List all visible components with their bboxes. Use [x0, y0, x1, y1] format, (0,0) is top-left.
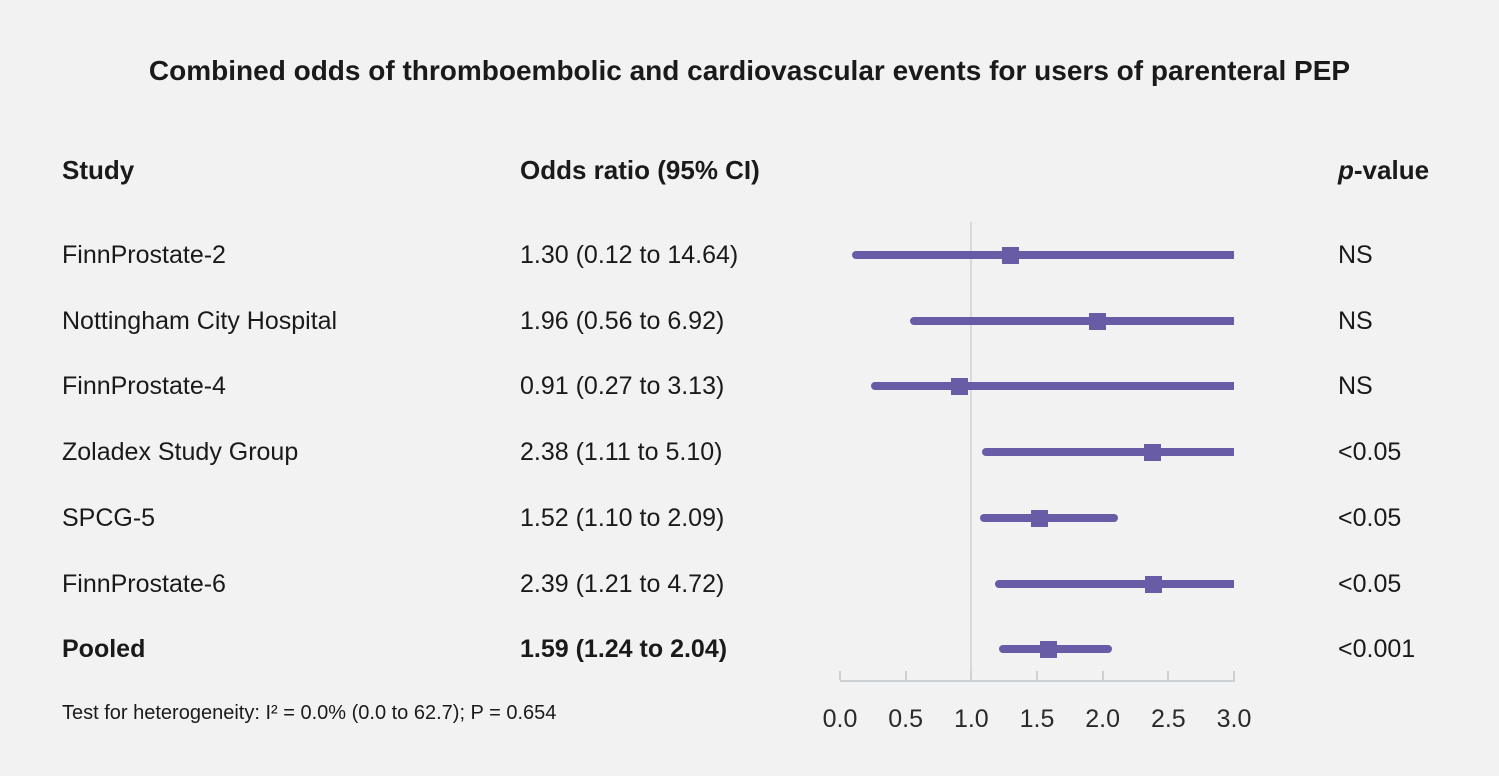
reference-line-or-1	[970, 222, 973, 682]
chart-title: Combined odds of thromboembolic and card…	[148, 55, 1351, 86]
x-axis-tick-label: 0.5	[888, 705, 924, 733]
study-label: Pooled	[62, 635, 146, 663]
column-header-odds-ratio: Odds ratio (95% CI)	[520, 155, 760, 185]
x-axis-tick-label: 2.0	[1085, 705, 1121, 733]
x-axis-line	[840, 680, 1235, 682]
p-value-text: <0.001	[1338, 635, 1416, 663]
x-axis-tick	[1233, 671, 1235, 680]
x-axis-tick-label: 0.0	[822, 705, 858, 733]
study-label: FinnProstate-4	[62, 372, 226, 400]
x-axis-tick	[970, 671, 973, 680]
x-axis-tick-label: 3.0	[1216, 705, 1252, 733]
confidence-interval-bar	[982, 448, 1234, 456]
study-label: Zoladex Study Group	[62, 438, 299, 466]
x-axis-tick	[1101, 671, 1104, 680]
x-axis-tick-label: 2.5	[1150, 705, 1186, 733]
odds-ratio-marker	[951, 378, 968, 395]
p-value-text: <0.05	[1338, 438, 1402, 466]
confidence-interval-bar	[995, 580, 1234, 588]
column-header-study: Study	[62, 155, 135, 185]
odds-ratio-text: 1.52 (1.10 to 2.09)	[520, 504, 725, 532]
x-axis-tick	[1036, 671, 1038, 680]
odds-ratio-text: 2.38 (1.11 to 5.10)	[520, 438, 723, 466]
confidence-interval-bar	[871, 382, 1234, 390]
study-label: Nottingham City Hospital	[62, 307, 338, 335]
odds-ratio-text: 2.39 (1.21 to 4.72)	[520, 570, 725, 598]
x-axis-tick	[904, 671, 907, 680]
odds-ratio-text: 1.30 (0.12 to 14.64)	[520, 241, 739, 269]
p-value-text: <0.05	[1338, 570, 1402, 598]
odds-ratio-marker	[1144, 444, 1161, 461]
odds-ratio-text: 1.96 (0.56 to 6.92)	[520, 307, 725, 335]
x-axis-tick	[839, 671, 841, 680]
p-value-header-p: p	[1338, 155, 1354, 185]
study-label: FinnProstate-2	[62, 241, 226, 269]
p-value-text: NS	[1338, 372, 1373, 400]
p-value-text: NS	[1338, 241, 1373, 269]
x-axis-tick-label: 1.0	[953, 705, 989, 733]
p-value-text: NS	[1338, 307, 1373, 335]
odds-ratio-text: 0.91 (0.27 to 3.13)	[520, 372, 725, 400]
p-value-text: <0.05	[1338, 504, 1402, 532]
heterogeneity-note: Test for heterogeneity: I² = 0.0% (0.0 t…	[62, 702, 557, 724]
study-label: FinnProstate-6	[62, 570, 226, 598]
column-header-p-value: p-value	[1338, 156, 1429, 184]
odds-ratio-marker	[1040, 641, 1057, 658]
x-axis-tick-label: 1.5	[1019, 705, 1055, 733]
p-value-header-rest: -value	[1353, 155, 1430, 185]
x-axis-tick	[1167, 671, 1170, 680]
confidence-interval-bar	[910, 317, 1234, 325]
odds-ratio-marker	[1089, 313, 1106, 330]
odds-ratio-text: 1.59 (1.24 to 2.04)	[520, 635, 728, 663]
odds-ratio-marker	[1031, 510, 1048, 527]
study-label: SPCG-5	[62, 504, 156, 532]
odds-ratio-marker	[1002, 247, 1019, 264]
odds-ratio-marker	[1145, 576, 1162, 593]
confidence-interval-bar	[852, 251, 1234, 259]
confidence-interval-bar	[980, 514, 1118, 522]
